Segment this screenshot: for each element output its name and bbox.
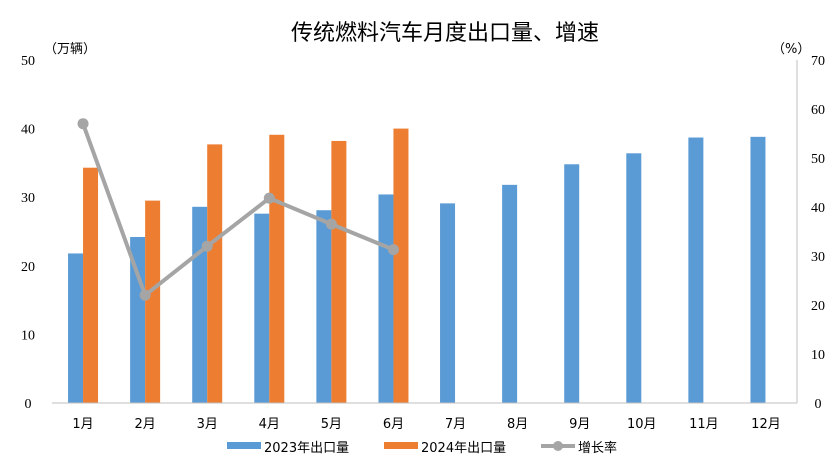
bar-2023 bbox=[254, 213, 270, 403]
category-label: 5月 bbox=[321, 417, 342, 432]
bar-2024 bbox=[145, 200, 161, 403]
bar-2023 bbox=[192, 206, 208, 403]
bar-2023 bbox=[440, 203, 456, 403]
growth-line bbox=[77, 118, 399, 301]
bar-2024 bbox=[393, 128, 409, 403]
legend-swatch-2023 bbox=[227, 442, 261, 449]
bar-2023 bbox=[750, 136, 766, 403]
right-tick-label: 60 bbox=[811, 103, 825, 118]
right-axis-unit: （%） bbox=[772, 42, 810, 57]
left-axis-unit: （万辆） bbox=[44, 42, 96, 57]
category-label: 11月 bbox=[689, 417, 719, 432]
category-label: 1月 bbox=[72, 417, 93, 432]
bar-2023 bbox=[378, 194, 394, 403]
legend-item-2024: 2024年出口量 bbox=[384, 441, 506, 456]
bar-2023 bbox=[502, 184, 518, 403]
category-label: 9月 bbox=[569, 417, 590, 432]
category-labels: 1月 2月 3月 4月 5月 6月 7月 8月 9月 10月 11月 12月 bbox=[72, 417, 780, 432]
category-label: 6月 bbox=[383, 417, 404, 432]
left-tick-label: 30 bbox=[21, 191, 35, 206]
legend-item-growth: 增长率 bbox=[541, 440, 617, 456]
growth-point bbox=[325, 218, 337, 230]
right-tick-label: 40 bbox=[811, 201, 825, 216]
bars bbox=[68, 128, 766, 404]
bar-2023 bbox=[68, 253, 84, 403]
legend-item-2023: 2023年出口量 bbox=[227, 441, 349, 456]
left-tick-label: 50 bbox=[21, 54, 35, 69]
right-tick-label: 50 bbox=[811, 152, 825, 167]
bar-2024 bbox=[83, 167, 99, 403]
category-label: 2月 bbox=[134, 417, 155, 432]
right-tick-label: 10 bbox=[811, 348, 825, 363]
right-tick-label: 30 bbox=[811, 250, 825, 265]
growth-point bbox=[77, 118, 89, 130]
bar-2024 bbox=[331, 140, 347, 403]
legend: 2023年出口量 2024年出口量 增长率 bbox=[227, 440, 617, 456]
growth-point bbox=[201, 240, 213, 252]
bar-2023 bbox=[316, 210, 332, 403]
chart-title: 传统燃料汽车月度出口量、增速 bbox=[291, 21, 599, 46]
bar-2023 bbox=[130, 236, 146, 403]
right-axis-ticks: 0 10 20 30 40 50 60 70 bbox=[811, 54, 825, 412]
left-tick-label: 0 bbox=[25, 397, 32, 412]
left-axis-ticks: 0 10 20 30 40 50 bbox=[21, 54, 35, 412]
bar-2023 bbox=[626, 153, 642, 403]
bar-2023 bbox=[688, 137, 704, 403]
legend-label-2023: 2023年出口量 bbox=[264, 441, 349, 456]
growth-line-path bbox=[81, 123, 395, 298]
bar-2024 bbox=[269, 134, 285, 404]
legend-label-2024: 2024年出口量 bbox=[421, 441, 506, 456]
legend-label-growth: 增长率 bbox=[578, 440, 617, 456]
right-tick-label: 70 bbox=[811, 54, 825, 69]
category-label: 3月 bbox=[197, 417, 218, 432]
left-tick-label: 10 bbox=[21, 328, 35, 343]
category-label: 12月 bbox=[751, 417, 781, 432]
legend-marker-growth bbox=[553, 441, 563, 451]
growth-point bbox=[263, 192, 275, 204]
growth-point bbox=[387, 244, 399, 256]
bar-2024 bbox=[207, 144, 223, 404]
right-tick-label: 0 bbox=[815, 397, 822, 412]
category-label: 7月 bbox=[445, 417, 466, 432]
category-label: 4月 bbox=[259, 417, 280, 432]
category-label: 10月 bbox=[627, 417, 657, 432]
legend-swatch-2024 bbox=[384, 442, 418, 449]
category-label: 8月 bbox=[507, 417, 528, 432]
left-tick-label: 40 bbox=[21, 123, 35, 138]
growth-point bbox=[139, 289, 151, 301]
bar-2023 bbox=[564, 164, 580, 403]
right-tick-label: 20 bbox=[811, 299, 825, 314]
left-tick-label: 20 bbox=[21, 260, 35, 275]
